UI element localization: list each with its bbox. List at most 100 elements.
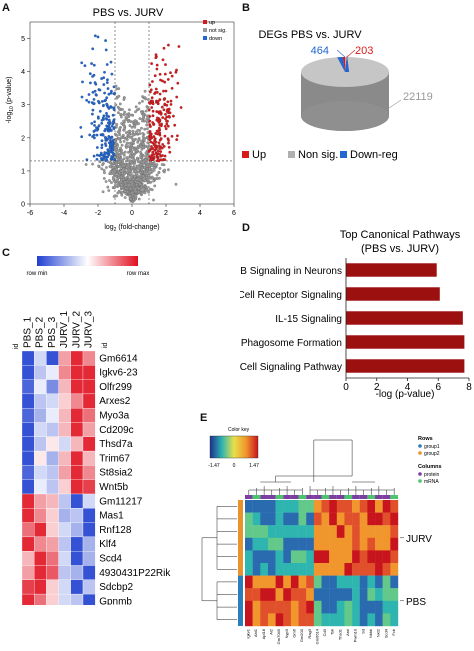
volcano-point xyxy=(130,182,134,186)
legend-cols-swatch xyxy=(418,472,422,476)
heatmap-e-cell xyxy=(283,512,292,526)
heatmap-e-cell xyxy=(252,613,261,627)
volcano-point xyxy=(152,166,156,170)
volcano-point xyxy=(101,163,104,167)
volcano-point xyxy=(110,89,113,93)
heatmap-e-cell xyxy=(359,575,368,589)
volcano-point xyxy=(148,119,152,123)
volcano-point xyxy=(150,175,154,179)
volcano-point xyxy=(95,126,98,130)
volcano-point xyxy=(135,172,138,175)
volcano-point xyxy=(149,140,153,144)
heatmap-cell xyxy=(82,522,96,538)
volcano-point xyxy=(123,110,127,114)
heatmap-e-column-label: Fcb xyxy=(391,628,396,635)
column-annotation xyxy=(283,495,291,499)
heatmap-cell xyxy=(58,551,71,566)
volcano-point xyxy=(149,180,153,184)
volcano-point xyxy=(128,124,132,127)
heatmap-e-cell xyxy=(306,600,315,614)
volcano-point xyxy=(93,124,96,127)
volcano-point xyxy=(155,173,159,177)
heatmap-e-cell xyxy=(382,525,391,538)
volcano-point xyxy=(164,89,168,93)
volcano-ylabel: -log10 (p-value) xyxy=(6,77,15,124)
volcano-point xyxy=(131,129,135,133)
volcano-point xyxy=(146,116,150,120)
volcano-point xyxy=(104,117,108,120)
volcano-point xyxy=(104,98,107,102)
volcano-point xyxy=(129,151,133,155)
heatmap-cell xyxy=(21,436,35,452)
heatmap-cell xyxy=(34,422,47,437)
volcano-point xyxy=(147,101,151,104)
heatmap-cell xyxy=(70,393,84,409)
volcano-point xyxy=(85,98,89,102)
volcano-point xyxy=(170,74,174,78)
heatmap-row-label: Wnt5b xyxy=(99,482,128,493)
volcano-point xyxy=(105,151,109,155)
heatmap-cell xyxy=(21,393,35,409)
volcano-point xyxy=(126,120,130,123)
volcano-point xyxy=(148,115,152,118)
heatmap-cell xyxy=(46,479,59,495)
heatmap-cell xyxy=(82,465,96,480)
volcano-point xyxy=(156,100,160,103)
heatmap-cell xyxy=(70,350,84,366)
heatmap-cell xyxy=(82,408,96,423)
volcano-point xyxy=(167,43,170,47)
heatmap-e-cell xyxy=(245,588,253,601)
volcano-point xyxy=(125,136,128,140)
heatmap-e-cell xyxy=(275,613,284,627)
heatmap-cell xyxy=(34,465,47,480)
volcano-point xyxy=(129,160,133,164)
volcano-title: PBS vs. JURV xyxy=(93,7,164,19)
volcano-point xyxy=(160,105,164,109)
volcano-point xyxy=(101,190,105,194)
volcano-point xyxy=(153,148,157,152)
column-annotation xyxy=(367,495,376,499)
heatmap-e-cell xyxy=(252,550,261,564)
volcano-point xyxy=(100,146,104,150)
heatmap-e-cell xyxy=(344,588,353,601)
heatmap-e-cell xyxy=(290,537,299,551)
pathway-bar xyxy=(346,359,465,373)
volcano-point xyxy=(151,114,155,118)
volcano-point xyxy=(143,127,147,131)
volcano-point xyxy=(102,76,106,80)
volcano-point xyxy=(151,102,155,106)
volcano-point xyxy=(119,136,123,139)
heatmap-e-cell xyxy=(313,550,322,564)
heatmap-e-cell xyxy=(267,537,276,551)
volcano-point xyxy=(165,122,169,126)
heatmap-cell xyxy=(70,365,84,380)
column-annotation xyxy=(390,495,398,499)
volcano-point xyxy=(127,133,131,137)
heatmap-e-cell xyxy=(298,575,307,589)
volcano-point xyxy=(117,184,120,188)
volcano-point xyxy=(146,106,150,110)
column-annotation xyxy=(313,495,322,499)
heatmap-e-cell xyxy=(245,575,253,589)
heatmap-cell xyxy=(58,422,71,437)
volcano-point xyxy=(132,133,136,137)
heatmap-e-column-label: Tsk xyxy=(330,629,335,635)
volcano-point xyxy=(102,83,106,86)
volcano-point xyxy=(161,116,165,119)
volcano-point xyxy=(118,102,122,106)
pathways-xtick-label: 6 xyxy=(435,382,441,393)
volcano-point xyxy=(112,119,115,123)
heatmap-e-cell xyxy=(344,537,353,551)
volcano-point xyxy=(116,157,120,161)
volcano-point xyxy=(125,170,129,174)
volcano-point xyxy=(100,139,104,143)
volcano-point xyxy=(93,81,97,84)
volcano-point xyxy=(142,174,145,178)
volcano-point xyxy=(158,131,162,135)
volcano-point xyxy=(115,194,118,198)
volcano-point xyxy=(115,96,119,100)
heatmap-cell xyxy=(21,465,35,480)
volcano-point xyxy=(173,123,177,127)
legend-rows-swatch xyxy=(418,444,422,448)
heatmap-e-cell xyxy=(290,588,299,601)
